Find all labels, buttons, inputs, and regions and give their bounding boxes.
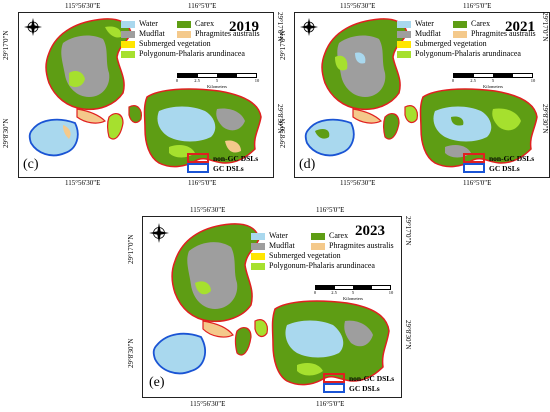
year-label: 2023 [355, 223, 385, 239]
dsl-legend: non-GC DSLs GC DSLs [187, 153, 258, 173]
scale-bar: 0 2.5 5 10 Kilometers [452, 73, 535, 89]
north-arrow-icon [24, 18, 42, 36]
top-left-lon: 115°56'30"E [65, 2, 101, 10]
dsl-legend: non-GC DSLs GC DSLs [463, 153, 534, 173]
left-lat-top: 29°17'0"N [2, 30, 10, 60]
bottom-left-lon: 115°56'30"E [65, 179, 101, 187]
phragmites-swatch [177, 30, 191, 38]
scale-bar: 0 2.5 5 10 Kilometers [176, 73, 259, 89]
scale-bar: 0 2.5 5 10 Kilometers [314, 285, 393, 301]
north-arrow-icon [149, 223, 169, 243]
mudflat-swatch [121, 30, 135, 38]
polygonum-swatch [121, 50, 135, 58]
bottom-right-lon: 116°5'0"E [188, 179, 217, 187]
north-arrow-icon [300, 18, 318, 36]
map-panel-2023: 2023 (e) Water Carex Mudflat Phragmites au… [142, 216, 402, 398]
panel-letter: (c) [23, 157, 39, 172]
panel-letter: (d) [299, 157, 316, 172]
year-label: 2019 [229, 19, 259, 35]
legend: Water Carex Mudflat Phragmites australis S… [397, 19, 536, 59]
dsl-legend: non-GC DSLs GC DSLs [323, 373, 394, 393]
submerged-swatch [121, 40, 135, 48]
map-2021 [300, 18, 538, 168]
year-label: 2021 [505, 19, 535, 35]
map-panel-2019: 2019 (c) Water Carex Mudflat Phragmites au… [18, 12, 274, 178]
legend: Water Carex Mudflat Phragmites australis S… [251, 231, 394, 271]
map-panel-2021: 2021 (d) Water Carex Mudflat Phragmites au… [294, 12, 550, 178]
carex-swatch [177, 20, 191, 28]
panel-letter: (e) [149, 375, 165, 390]
map-2019 [24, 18, 262, 168]
top-right-lon: 116°5'0"E [188, 2, 217, 10]
legend: Water Carex Mudflat Phragmites australis S… [121, 19, 260, 59]
water-swatch [121, 20, 135, 28]
map-2023 [149, 223, 390, 386]
left-lat-bottom: 29°8'30"N [2, 118, 10, 148]
